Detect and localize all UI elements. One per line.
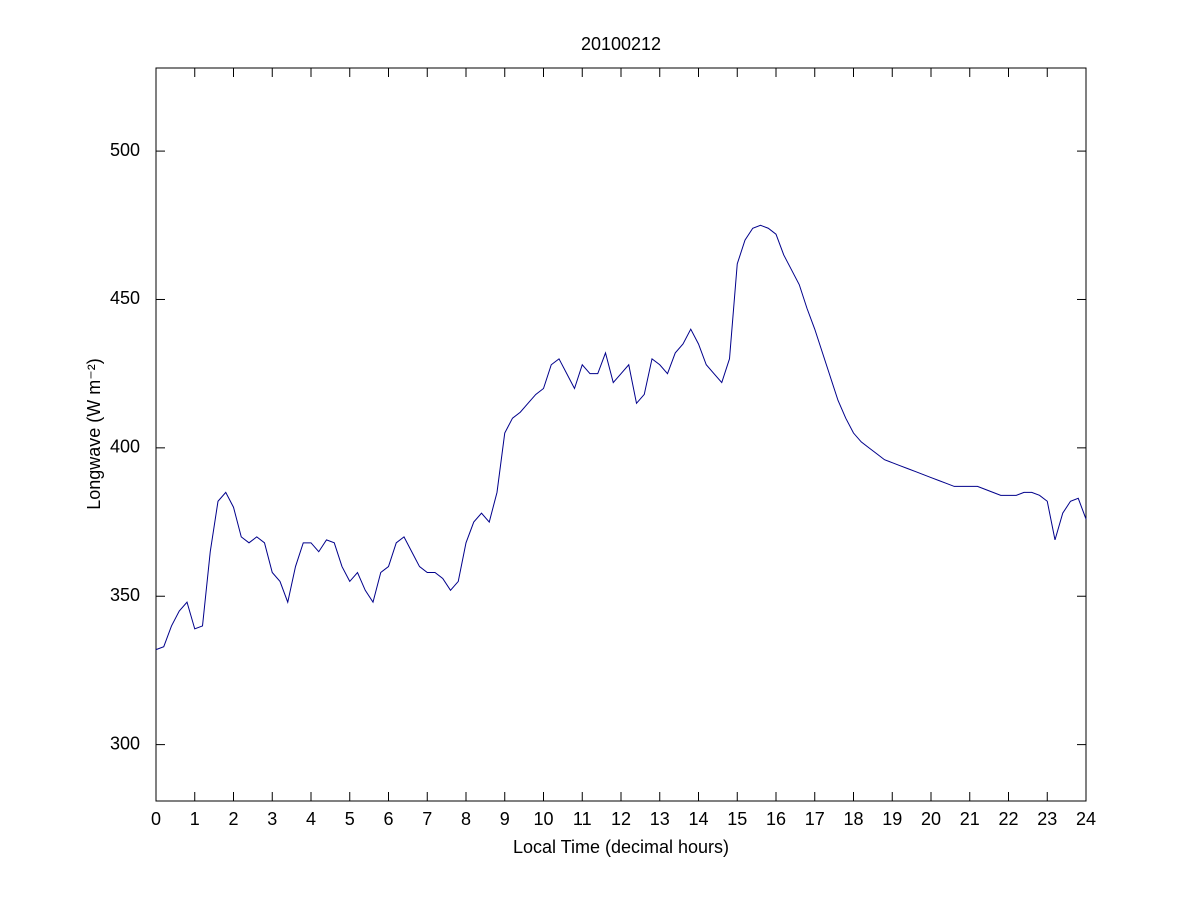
x-tick-label: 5	[345, 809, 355, 829]
x-tick-label: 19	[882, 809, 902, 829]
x-tick-label: 16	[766, 809, 786, 829]
x-tick-label: 21	[960, 809, 980, 829]
x-tick-label: 23	[1037, 809, 1057, 829]
y-tick-label: 350	[110, 585, 140, 605]
x-tick-label: 24	[1076, 809, 1096, 829]
x-tick-label: 6	[383, 809, 393, 829]
x-tick-label: 9	[500, 809, 510, 829]
x-tick-label: 17	[805, 809, 825, 829]
x-tick-label: 14	[688, 809, 708, 829]
x-tick-label: 13	[650, 809, 670, 829]
x-tick-label: 7	[422, 809, 432, 829]
x-tick-label: 20	[921, 809, 941, 829]
data-line	[155, 224, 1087, 651]
chart-title: 20100212	[581, 34, 661, 54]
y-tick-label: 300	[110, 733, 140, 753]
x-tick-label: 3	[267, 809, 277, 829]
x-tick-label: 10	[533, 809, 553, 829]
x-tick-label: 8	[461, 809, 471, 829]
x-tick-label: 0	[151, 809, 161, 829]
x-tick-label: 1	[190, 809, 200, 829]
x-tick-label: 2	[228, 809, 238, 829]
y-axis-label: Longwave (W m⁻²)	[84, 358, 104, 510]
x-tick-label: 11	[573, 809, 592, 829]
x-axis-label: Local Time (decimal hours)	[513, 837, 729, 857]
x-tick-label: 15	[727, 809, 747, 829]
x-tick-label: 18	[843, 809, 863, 829]
x-tick-label: 12	[611, 809, 631, 829]
plot-area	[155, 67, 1087, 802]
y-tick-label: 450	[110, 288, 140, 308]
y-tick-label: 500	[110, 140, 140, 160]
x-tick-label: 22	[998, 809, 1018, 829]
x-tick-label: 4	[306, 809, 316, 829]
y-tick-label: 400	[110, 437, 140, 457]
